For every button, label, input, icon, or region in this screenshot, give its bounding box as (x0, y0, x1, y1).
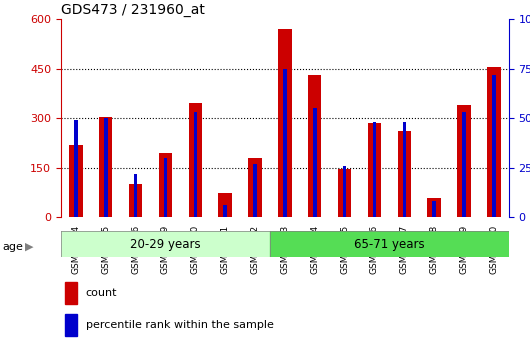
Bar (398, 131, 411, 217)
Bar (65, 314, 77, 336)
Bar (313, 108, 316, 217)
Text: age: age (3, 242, 23, 252)
Bar (74, 120, 78, 217)
Bar (129, 184, 143, 217)
Bar (61, 231, 270, 257)
Bar (218, 193, 232, 217)
Bar (189, 103, 202, 217)
Bar (368, 123, 381, 217)
Text: count: count (85, 288, 117, 297)
Bar (457, 105, 471, 217)
Bar (283, 69, 287, 217)
Bar (432, 201, 436, 217)
Bar (158, 153, 172, 217)
Text: 20-29 years: 20-29 years (130, 238, 201, 250)
Bar (193, 112, 197, 217)
Text: 65-71 years: 65-71 years (354, 238, 425, 250)
Bar (462, 112, 466, 217)
Text: percentile rank within the sample: percentile rank within the sample (85, 320, 273, 330)
Title: GDS473 / 231960_at: GDS473 / 231960_at (61, 2, 205, 17)
Bar (427, 197, 441, 217)
Bar (270, 231, 509, 257)
Bar (223, 206, 227, 217)
Text: ▶: ▶ (25, 242, 34, 252)
Bar (248, 158, 262, 217)
Bar (338, 169, 351, 217)
Bar (278, 29, 292, 217)
Bar (373, 122, 376, 217)
Bar (104, 118, 108, 217)
Bar (343, 166, 347, 217)
Bar (69, 145, 83, 217)
Bar (134, 174, 137, 217)
Bar (65, 282, 77, 304)
Bar (99, 117, 112, 217)
Bar (487, 67, 501, 217)
Bar (492, 75, 496, 217)
Bar (253, 164, 257, 217)
Bar (402, 122, 406, 217)
Bar (308, 75, 322, 217)
Bar (164, 158, 167, 217)
